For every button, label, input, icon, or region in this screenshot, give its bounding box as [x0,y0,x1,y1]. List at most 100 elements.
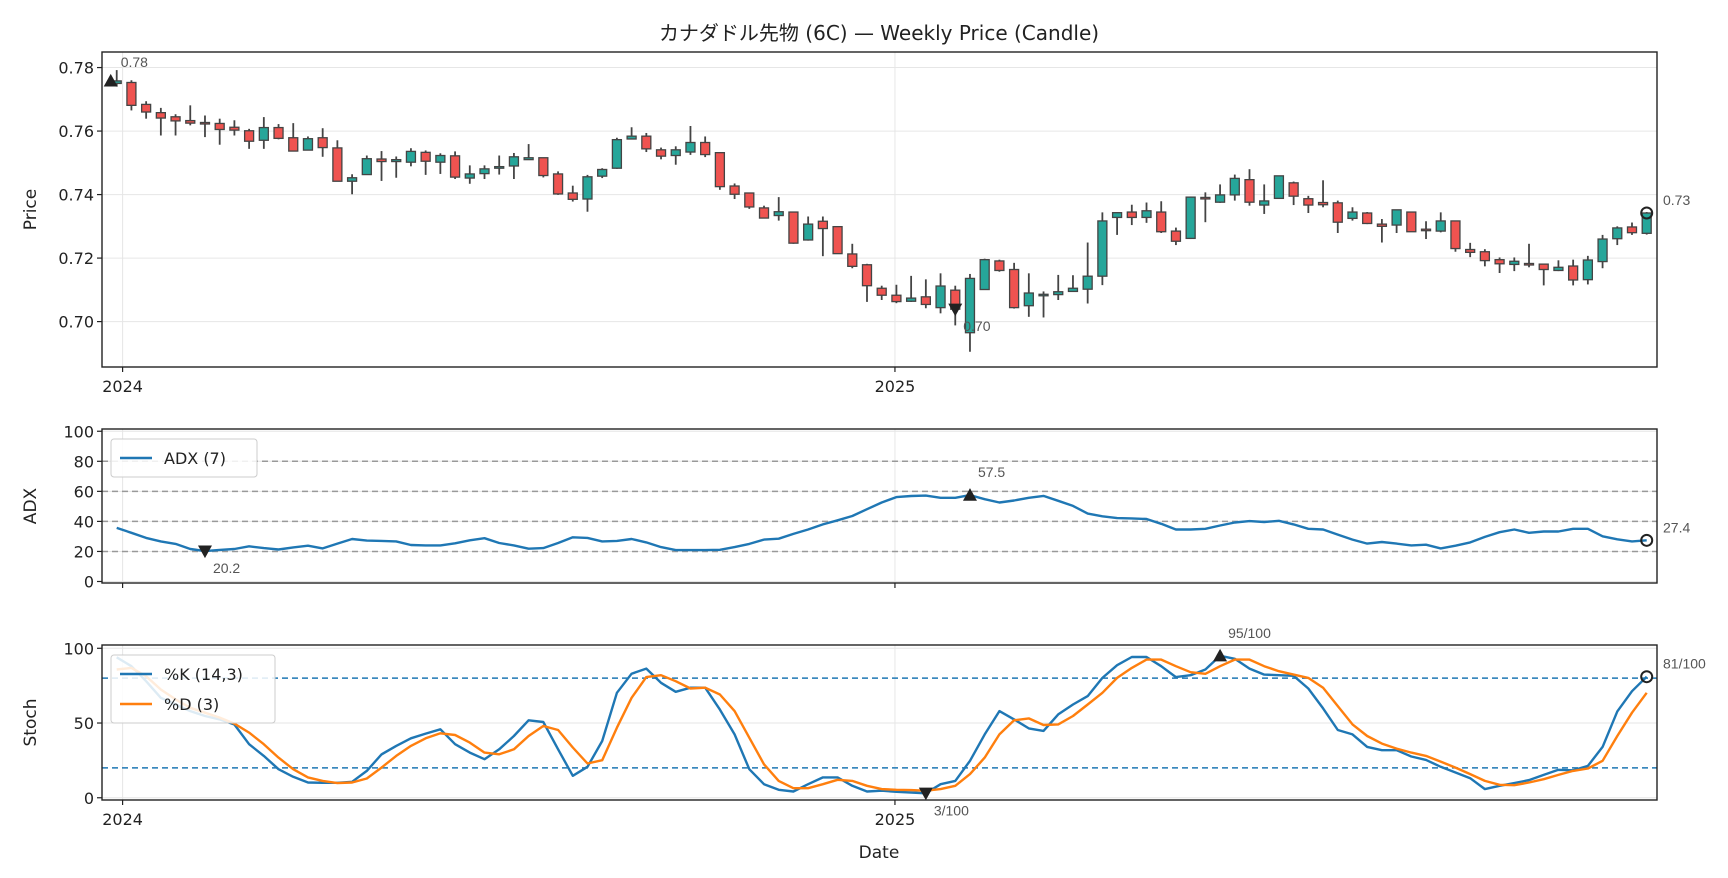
candle-body [655,149,667,157]
candle [391,156,402,178]
legend-label: %D (3) [164,695,219,714]
candle-body [700,141,711,156]
candle-body [1435,220,1446,232]
candle [1214,184,1226,203]
candle-body [1214,194,1226,203]
candle-body [1523,262,1535,266]
candle-body [1185,196,1196,240]
candle [538,157,549,178]
candle [876,285,887,300]
candle-body [332,147,343,182]
candle [964,273,976,352]
candle-body [1229,177,1240,196]
candle-body [1288,182,1299,197]
candle-body [464,173,475,179]
candle [1156,201,1167,233]
x-tick-label-2024: 2024 [102,810,143,829]
stoch-legend: %K (14,3) %D (3) [110,654,276,724]
candle-body [1362,212,1373,225]
candle-body [376,158,387,163]
candle [920,279,931,309]
candle-body [1244,179,1255,203]
candle-body [744,192,755,208]
candle [376,151,387,181]
candle-body [170,116,181,122]
candle [758,205,770,219]
candle-body [802,223,814,241]
candle [655,147,667,160]
min-value-label: 20.2 [213,560,240,576]
candle [229,120,240,136]
candle [1612,226,1623,246]
candle-body [508,156,520,167]
candle [729,183,740,200]
candle-body [199,121,211,125]
candle [1597,234,1608,269]
candle-body [567,192,578,200]
candle [494,155,505,175]
candle-body [494,165,505,169]
candle-body [935,285,946,309]
candle [170,114,181,136]
adx-panel: 0 20 40 60 80 100 ADX 20.2 57.5 27.4 ADX (7) [21,422,1690,591]
candle-body [1259,200,1270,206]
candle [140,101,152,119]
candle-body [1612,227,1623,240]
candle-body [243,130,255,142]
candle-body [1082,275,1093,290]
candle [1509,257,1520,272]
candle [1626,222,1638,235]
candle [1479,249,1491,267]
candle-body [1420,228,1432,232]
candle [155,107,166,136]
candle [508,152,520,180]
candle-body [1332,202,1343,223]
candle [1523,243,1535,268]
candle [1567,259,1579,286]
candle [802,216,814,241]
candle [626,127,637,140]
candle [847,243,858,269]
candle [979,258,990,291]
candle-body [685,141,696,153]
candle [1435,212,1446,233]
min-marker-icon [197,545,212,559]
candle [1641,212,1652,235]
candle-body [1067,287,1079,293]
candle [905,275,917,302]
candle-body [1450,220,1461,250]
candle-body [891,294,902,303]
candle-body [449,155,461,178]
candle-body [405,150,417,163]
candle-body [1347,211,1358,220]
candle-body [611,138,623,169]
candle-body [1641,212,1652,234]
candle-body [1479,251,1491,262]
candle-body [1097,220,1108,277]
candle-body [1156,211,1167,233]
candle [1008,262,1020,309]
x-tick-label-2025: 2025 [875,810,916,829]
candle-body [847,253,858,267]
candle [1038,291,1049,318]
adx-legend: ADX (7) [110,438,258,478]
candle-body [346,177,358,182]
max-value-label: 0.78 [121,54,148,70]
candle-body [905,297,917,302]
candle [641,132,652,153]
candle-body [538,157,549,177]
last-value-label: 0.73 [1663,192,1690,208]
candle [1185,196,1196,240]
candle [1067,275,1079,293]
candle-body [391,158,402,163]
candle [1347,207,1358,221]
last-value-marker [1640,670,1654,684]
candle-body [479,168,490,175]
candle-body [273,126,284,140]
candle-body [1317,201,1329,206]
candle [832,225,843,255]
candle [214,118,225,145]
candle [1141,202,1152,223]
y-tick-label: 40 [74,512,94,531]
max-marker-icon [962,488,977,501]
